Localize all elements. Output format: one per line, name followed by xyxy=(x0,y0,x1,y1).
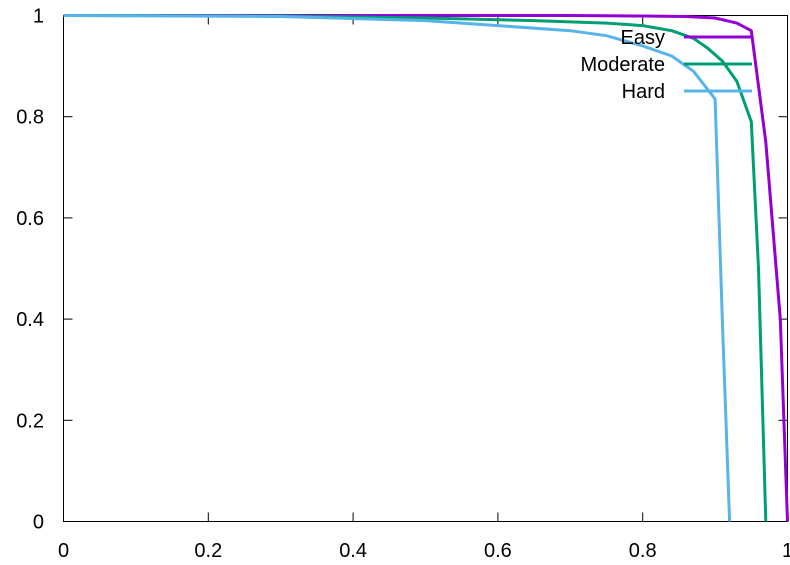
series-lines xyxy=(63,14,789,522)
x-tick-label: 1 xyxy=(782,540,790,562)
x-tick-label: 0.8 xyxy=(629,540,657,562)
x-tick-label: 0 xyxy=(58,540,69,562)
series-line-moderate xyxy=(63,14,768,522)
plot-area-frame xyxy=(63,15,788,522)
series-line-hard xyxy=(63,14,732,522)
x-tick-label: 0.2 xyxy=(194,540,222,562)
legend-label-easy: Easy xyxy=(621,27,665,49)
legend-label-moderate: Moderate xyxy=(581,54,666,76)
y-tick-label: 0.6 xyxy=(16,208,44,230)
legend-label-hard: Hard xyxy=(622,81,665,103)
axis-ticks xyxy=(63,15,788,522)
series-line-easy xyxy=(63,14,789,522)
y-tick-label: 0.8 xyxy=(16,107,44,129)
x-tick-label: 0.4 xyxy=(339,540,367,562)
y-tick-label: 0.4 xyxy=(16,309,44,331)
axis-tick-labels: 0 0.2 0.4 0.6 0.8 1 0 0.2 0.4 0.6 0.8 1 xyxy=(16,6,790,563)
legend: Easy Moderate Hard xyxy=(581,27,752,103)
y-tick-label: 0 xyxy=(33,512,44,534)
x-tick-label: 0.6 xyxy=(484,540,512,562)
y-tick-label: 1 xyxy=(33,6,44,28)
y-tick-label: 0.2 xyxy=(16,410,44,432)
